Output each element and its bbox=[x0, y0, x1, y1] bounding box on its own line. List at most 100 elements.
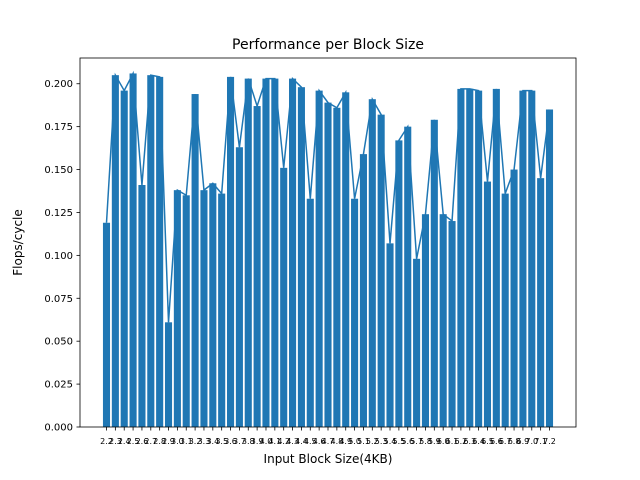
x-axis: 2.22.32.42.52.62.72.82.93.03.13.23.33.43… bbox=[100, 427, 556, 446]
bar-5.7 bbox=[413, 258, 421, 427]
bar-5.4 bbox=[386, 243, 394, 427]
x-tick-label: 4.6 bbox=[313, 437, 326, 446]
x-tick-label: 3.2 bbox=[189, 437, 202, 446]
x-tick-label: 4.1 bbox=[268, 437, 281, 446]
y-axis: 0.000 0.025 0.050 0.075 0.100 0.125 0.150 0.175… bbox=[44, 79, 80, 434]
x-tick-label: 5.1 bbox=[357, 437, 370, 446]
bar-2.4 bbox=[120, 90, 128, 427]
x-tick-label: 2.2 bbox=[100, 437, 113, 446]
x-tick-label: 7.2 bbox=[543, 437, 556, 446]
x-tick-label: 5.9 bbox=[428, 437, 441, 446]
bar-2.6 bbox=[138, 185, 146, 427]
x-tick-label: 5.5 bbox=[393, 437, 406, 446]
bar-2.3 bbox=[111, 75, 119, 428]
bar-6.3 bbox=[466, 88, 474, 428]
y-tick-label: 0.200 bbox=[44, 79, 73, 90]
x-tick-label: 3.4 bbox=[206, 437, 219, 446]
bar-4.7 bbox=[324, 102, 332, 427]
bar-5.3 bbox=[377, 114, 385, 427]
bar-5.1 bbox=[359, 154, 367, 427]
bar-6.9 bbox=[519, 90, 527, 427]
y-tick-label: 0.175 bbox=[44, 122, 73, 133]
x-tick-label: 3.7 bbox=[233, 437, 246, 446]
x-tick-label: 4.2 bbox=[277, 437, 290, 446]
bar-5.2 bbox=[368, 99, 376, 427]
x-tick-label: 5.7 bbox=[410, 437, 423, 446]
x-tick-label: 6.0 bbox=[437, 437, 450, 446]
x-tick-label: 5.4 bbox=[384, 437, 397, 446]
bar-2.8 bbox=[156, 76, 164, 428]
bar-5.5 bbox=[395, 140, 403, 427]
x-tick-label: 4.4 bbox=[295, 437, 308, 446]
bar-4.6 bbox=[315, 90, 323, 427]
x-tick-label: 6.7 bbox=[499, 437, 512, 446]
bar-4.0 bbox=[262, 78, 270, 428]
bar-2.9 bbox=[164, 322, 173, 427]
y-tick-label: 0.050 bbox=[44, 337, 73, 348]
x-tick-label: 6.8 bbox=[508, 437, 521, 446]
x-tick-label: 3.8 bbox=[242, 437, 255, 446]
bar-7.0 bbox=[528, 90, 536, 427]
bar-4.9 bbox=[342, 92, 350, 427]
x-tick-label: 3.5 bbox=[215, 437, 228, 446]
x-tick-label: 7.1 bbox=[534, 437, 547, 446]
bar-7.1 bbox=[537, 178, 545, 427]
x-tick-label: 4.0 bbox=[260, 437, 273, 446]
chart-title: Performance per Block Size bbox=[232, 37, 424, 53]
x-tick-label: 5.8 bbox=[419, 437, 432, 446]
y-axis-label: Flops/cycle bbox=[11, 209, 25, 276]
x-tick-label: 2.8 bbox=[153, 437, 166, 446]
bar-3.3 bbox=[200, 190, 208, 427]
x-tick-label: 6.3 bbox=[463, 437, 476, 446]
y-tick-label: 0.025 bbox=[44, 380, 73, 391]
x-tick-label: 4.7 bbox=[322, 437, 335, 446]
bar-4.5 bbox=[306, 198, 314, 427]
x-tick-label: 6.1 bbox=[446, 437, 459, 446]
series-line-group bbox=[105, 70, 551, 323]
bar-3.8 bbox=[244, 78, 252, 428]
bar-4.4 bbox=[297, 87, 305, 427]
bar-5.6 bbox=[404, 126, 412, 428]
x-tick-label: 3.1 bbox=[180, 437, 193, 446]
bar-6.1 bbox=[448, 221, 456, 427]
x-tick-label: 5.3 bbox=[375, 437, 388, 446]
bar-3.0 bbox=[173, 190, 181, 427]
y-tick-label: 0.075 bbox=[44, 294, 73, 305]
bar-2.7 bbox=[147, 75, 155, 428]
bars-group bbox=[102, 73, 554, 428]
bar-4.3 bbox=[289, 78, 297, 428]
bar-6.4 bbox=[475, 90, 483, 427]
bar-4.2 bbox=[280, 167, 288, 427]
bar-6.7 bbox=[501, 193, 509, 427]
y-tick-label: 0.150 bbox=[44, 165, 73, 176]
x-tick-label: 6.4 bbox=[472, 437, 485, 446]
bar-6.2 bbox=[457, 88, 465, 428]
bar-6.6 bbox=[492, 88, 500, 428]
x-tick-label: 4.9 bbox=[339, 437, 352, 446]
bar-5.9 bbox=[430, 119, 438, 428]
x-axis-label: Input Block Size(4KB) bbox=[264, 452, 393, 466]
y-tick-label: 0.125 bbox=[44, 208, 73, 219]
bar-3.7 bbox=[235, 147, 243, 427]
x-tick-label: 4.8 bbox=[330, 437, 343, 446]
bar-3.5 bbox=[218, 193, 226, 427]
x-tick-label: 3.0 bbox=[171, 437, 184, 446]
bar-4.8 bbox=[333, 107, 341, 427]
bar-7.2 bbox=[545, 109, 554, 427]
plot-frame bbox=[79, 57, 577, 428]
x-tick-label: 5.2 bbox=[366, 437, 379, 446]
x-tick-label: 2.4 bbox=[118, 437, 131, 446]
bar-3.4 bbox=[209, 183, 217, 427]
x-tick-label: 6.6 bbox=[490, 437, 503, 446]
y-tick-label: 0.100 bbox=[44, 251, 73, 262]
bar-6.5 bbox=[483, 181, 492, 427]
bar-2.2 bbox=[102, 222, 111, 427]
x-tick-label: 6.5 bbox=[481, 437, 494, 446]
bar-2.5 bbox=[129, 73, 137, 428]
bar-6.0 bbox=[439, 214, 447, 427]
x-tick-label: 3.6 bbox=[224, 437, 237, 446]
x-tick-label: 2.6 bbox=[136, 437, 149, 446]
x-tick-label: 5.0 bbox=[348, 437, 361, 446]
x-tick-label: 4.5 bbox=[304, 437, 317, 446]
